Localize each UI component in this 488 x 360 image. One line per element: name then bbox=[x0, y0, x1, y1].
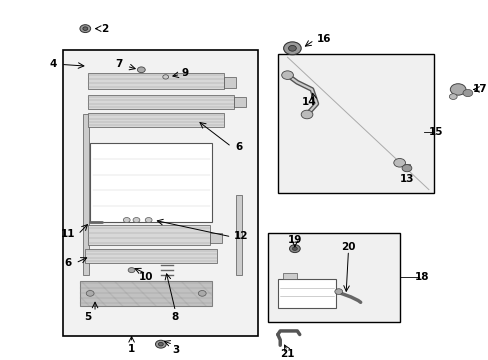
Bar bbox=[80, 281, 212, 306]
Text: 4: 4 bbox=[50, 59, 57, 69]
Circle shape bbox=[145, 217, 152, 222]
Bar bbox=[224, 77, 236, 87]
Circle shape bbox=[158, 342, 163, 346]
Circle shape bbox=[393, 158, 405, 167]
Circle shape bbox=[198, 291, 206, 296]
Text: 7: 7 bbox=[116, 59, 123, 69]
Bar bbox=[87, 225, 209, 245]
Text: 3: 3 bbox=[171, 345, 179, 355]
Text: 19: 19 bbox=[287, 235, 302, 245]
Circle shape bbox=[449, 84, 465, 95]
Bar bbox=[85, 249, 217, 263]
Text: 9: 9 bbox=[181, 68, 188, 78]
Bar bbox=[282, 273, 297, 279]
Bar bbox=[87, 73, 224, 89]
Circle shape bbox=[289, 245, 300, 253]
Circle shape bbox=[288, 45, 296, 51]
Text: 21: 21 bbox=[280, 349, 294, 359]
Bar bbox=[267, 233, 399, 322]
Text: 12: 12 bbox=[234, 231, 248, 241]
Circle shape bbox=[448, 94, 456, 99]
Circle shape bbox=[123, 217, 130, 222]
Text: 5: 5 bbox=[84, 312, 91, 321]
Bar bbox=[233, 97, 245, 107]
Text: 18: 18 bbox=[413, 272, 428, 282]
Bar bbox=[87, 113, 224, 127]
Circle shape bbox=[401, 165, 411, 172]
Circle shape bbox=[80, 25, 90, 32]
Text: 14: 14 bbox=[302, 97, 316, 107]
Text: 17: 17 bbox=[472, 85, 487, 94]
Text: 13: 13 bbox=[399, 174, 413, 184]
Text: 16: 16 bbox=[316, 34, 331, 44]
Circle shape bbox=[462, 89, 472, 96]
Circle shape bbox=[128, 267, 135, 273]
Circle shape bbox=[133, 217, 140, 222]
Text: 8: 8 bbox=[171, 312, 179, 321]
Bar bbox=[87, 95, 233, 109]
Text: 2: 2 bbox=[101, 24, 108, 33]
Circle shape bbox=[86, 291, 94, 296]
Circle shape bbox=[283, 42, 301, 55]
Text: 10: 10 bbox=[139, 272, 153, 282]
Text: 20: 20 bbox=[341, 242, 355, 252]
Text: 6: 6 bbox=[235, 142, 242, 152]
Circle shape bbox=[155, 340, 166, 348]
Text: 1: 1 bbox=[128, 344, 135, 354]
Text: 15: 15 bbox=[428, 127, 443, 138]
Text: 6: 6 bbox=[64, 258, 72, 268]
Circle shape bbox=[82, 27, 87, 30]
Bar bbox=[236, 195, 242, 275]
Bar bbox=[209, 233, 221, 243]
Bar bbox=[277, 279, 336, 308]
Circle shape bbox=[281, 71, 293, 80]
Circle shape bbox=[163, 75, 168, 79]
Circle shape bbox=[301, 110, 312, 119]
Bar bbox=[90, 143, 212, 222]
Text: 11: 11 bbox=[61, 229, 75, 239]
Circle shape bbox=[137, 67, 145, 73]
Bar bbox=[277, 54, 433, 193]
Circle shape bbox=[292, 247, 297, 251]
Circle shape bbox=[334, 289, 342, 294]
Bar bbox=[63, 50, 258, 336]
Bar bbox=[82, 114, 88, 275]
